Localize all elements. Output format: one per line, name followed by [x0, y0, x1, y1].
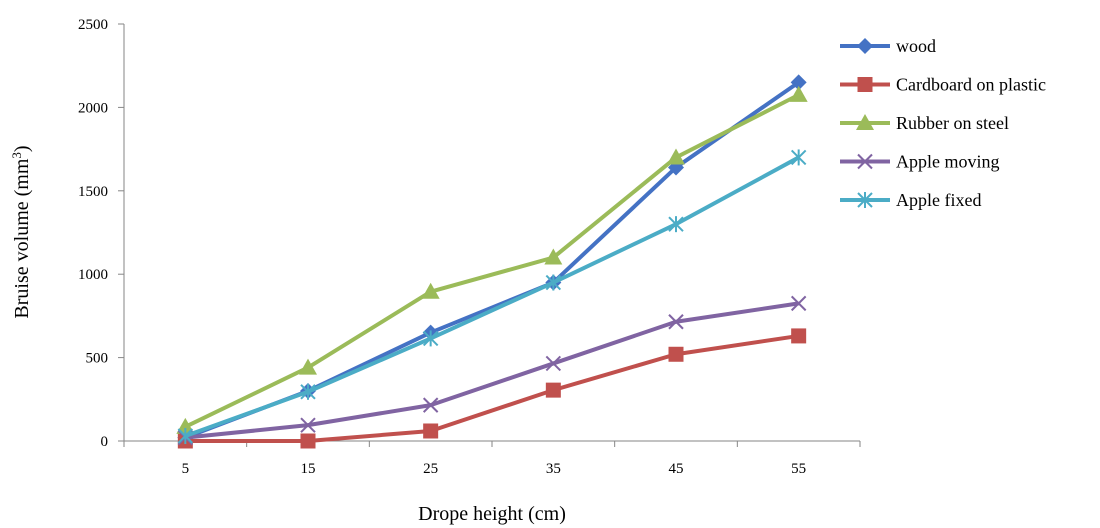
y-axis-title: Bruise volume (mm3) — [9, 145, 33, 318]
legend-marker — [857, 38, 873, 54]
y-tick-label: 1500 — [78, 184, 108, 200]
y-tick-label: 0 — [101, 434, 109, 450]
legend-marker — [857, 192, 873, 208]
x-axis-title: Drope height (cm) — [418, 503, 566, 525]
legend: wood Cardboard on plastic Rubber on steel A… — [840, 36, 1046, 210]
series-apple-moving — [177, 295, 807, 446]
data-point — [790, 295, 807, 312]
legend-marker — [856, 114, 874, 130]
series-apple-fixed — [177, 149, 807, 444]
x-tick-label: 25 — [423, 461, 438, 477]
legend-marker — [857, 77, 873, 92]
data-point — [421, 282, 440, 299]
legend-label: Cardboard on plastic — [896, 75, 1046, 95]
data-point — [668, 314, 684, 330]
y-axis-title-superscript: 3 — [9, 152, 24, 159]
data-point — [668, 346, 684, 362]
data-point — [422, 330, 439, 347]
x-tick-label: 5 — [182, 461, 190, 477]
data-point — [790, 74, 807, 91]
x-tick-labels: 5 15 25 35 45 55 — [182, 461, 807, 477]
data-point — [299, 358, 317, 375]
data-point — [544, 248, 563, 265]
data-point — [545, 382, 561, 398]
legend-label: Rubber on steel — [896, 113, 1009, 133]
series-cardboard-on-plastic — [177, 328, 807, 449]
series-line — [184, 93, 800, 429]
series-rubber-on-steel — [176, 85, 808, 434]
data-point — [791, 328, 807, 344]
series-line — [185, 301, 799, 440]
legend-marker — [857, 153, 873, 170]
legend-label: Apple moving — [896, 152, 1000, 172]
legend-item-rubber-on-steel: Rubber on steel — [840, 113, 1009, 133]
y-tick-label: 2000 — [78, 100, 108, 116]
legend-item-apple-fixed: Apple fixed — [840, 190, 981, 210]
y-tick-label: 1000 — [78, 267, 108, 283]
series-line — [185, 333, 799, 443]
data-point — [176, 417, 195, 434]
legend-item-apple-moving: Apple moving — [840, 152, 1000, 172]
data-point — [545, 355, 562, 372]
x-tick-label: 45 — [669, 461, 684, 477]
legend-label: wood — [896, 36, 936, 56]
y-tick-label: 500 — [86, 351, 109, 367]
data-point — [177, 427, 194, 444]
x-tick-label: 15 — [301, 461, 316, 477]
legend-item-wood: wood — [840, 36, 936, 56]
legend-item-cardboard-on-plastic: Cardboard on plastic — [840, 75, 1046, 95]
data-point — [300, 433, 316, 449]
legend-label: Apple fixed — [896, 190, 981, 210]
data-point — [668, 216, 684, 233]
data-point — [789, 85, 808, 102]
data-point — [300, 383, 316, 400]
x-tick-label: 35 — [546, 461, 561, 477]
x-tick-label: 55 — [791, 461, 806, 477]
data-point — [422, 397, 439, 413]
series-line — [184, 155, 800, 438]
data-point — [423, 423, 439, 439]
data-point — [790, 149, 807, 166]
data-point — [667, 148, 685, 165]
series-wood — [177, 74, 807, 446]
data-point — [300, 417, 316, 433]
y-tick-labels: 0 500 1000 1500 2000 2500 — [78, 17, 108, 450]
data-point — [545, 274, 562, 291]
series-lines — [176, 74, 808, 449]
y-tick-label: 2500 — [78, 17, 108, 33]
